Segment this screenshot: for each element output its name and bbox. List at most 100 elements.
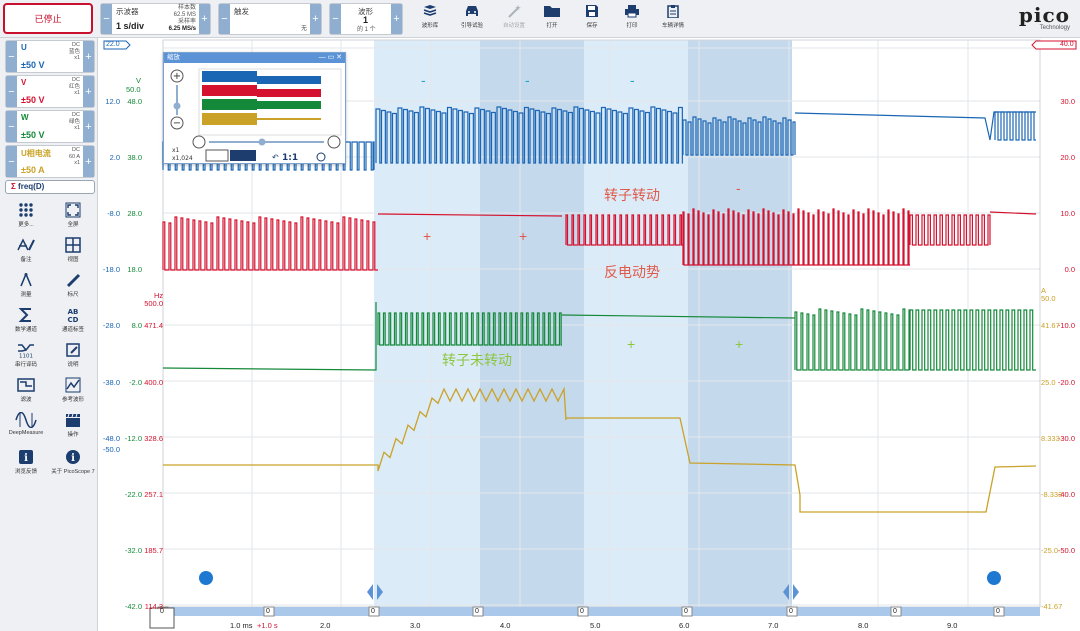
ruler-zero-marker[interactable] <box>890 606 902 617</box>
zoom-h-in-icon[interactable] <box>327 135 341 149</box>
open-button[interactable]: 打开 <box>532 4 572 34</box>
print-button[interactable]: 打印 <box>612 4 652 34</box>
zoom-h-out-icon[interactable] <box>192 135 206 149</box>
time-origin-box[interactable] <box>149 607 175 629</box>
tool-more-label: 更多... <box>18 222 34 228</box>
zoom-hslider-handle[interactable] <box>258 138 266 146</box>
channel-w-range[interactable]: ±50 V <box>21 130 45 140</box>
tool-serial[interactable]: 1101 串行译码 <box>3 342 49 376</box>
tool-actions[interactable]: 操作 <box>50 412 96 446</box>
ruler-zero-marker[interactable] <box>681 606 693 617</box>
scope-title: 示波器 <box>116 7 139 16</box>
zoom-tool-magnify-icon[interactable] <box>205 149 229 162</box>
ruler-zero-marker[interactable] <box>577 606 589 617</box>
channel-current-minus[interactable]: − <box>6 146 17 177</box>
channel-v-range[interactable]: ±50 V <box>21 95 45 105</box>
scope-group: − 示波器 1 s/div 样本数 62.5 MS 采样率 6.25 MS/s … <box>100 3 211 35</box>
scroll-right-icon[interactable] <box>987 571 1001 585</box>
channel-v[interactable]: − V DC 红色 x1 ±50 V + <box>5 75 95 108</box>
channel-w-minus[interactable]: − <box>6 111 17 142</box>
tool-feedback[interactable]: i 浏览反馈 <box>3 449 49 483</box>
zoom-in-icon[interactable] <box>170 69 184 83</box>
tool-deepmeasure[interactable]: DeepMeasure <box>3 412 49 446</box>
trigger-plus[interactable]: + <box>310 4 321 34</box>
trigger-mode[interactable]: 无 <box>300 26 307 32</box>
zoom-out-icon[interactable] <box>170 116 184 130</box>
ruler-zero-marker[interactable] <box>368 606 380 617</box>
ruler-zero-marker[interactable] <box>263 606 275 617</box>
channel-current-plus[interactable]: + <box>83 146 94 177</box>
view-icon <box>65 237 81 253</box>
timebase-plus[interactable]: + <box>199 4 210 34</box>
scroll-left-icon[interactable] <box>199 571 213 585</box>
channel-u-plus[interactable]: + <box>83 41 94 72</box>
tool-note[interactable]: 说明 <box>50 342 96 376</box>
tool-math[interactable]: 数学通道 <box>3 307 49 341</box>
zoom-info-icon[interactable] <box>316 152 326 162</box>
undo-zoom-icon[interactable]: ↶ <box>271 153 279 162</box>
svg-text:i: i <box>24 453 28 464</box>
channel-u-range[interactable]: ±50 V <box>21 60 45 70</box>
tool-view[interactable]: 视图 <box>50 237 96 271</box>
ruler-zero-marker[interactable] <box>786 606 798 617</box>
timebase-value[interactable]: 1 s/div <box>116 21 145 31</box>
ruler-handle-left-icon[interactable] <box>783 584 789 600</box>
tool-filter[interactable]: 滤波 <box>3 377 49 411</box>
ruler-zero-marker[interactable] <box>472 606 484 617</box>
stop-button[interactable]: 已停止 <box>3 3 93 34</box>
ruler-handle-left-icon[interactable] <box>367 584 373 600</box>
channel-w[interactable]: − W DC 绿色 x1 ±50 V + <box>5 110 95 143</box>
vehicle-details-label: 车辆详情 <box>661 23 684 29</box>
tool-view-label: 视图 <box>67 257 79 263</box>
tool-reference[interactable]: 参考波形 <box>50 377 96 411</box>
zoom-vslider-handle[interactable] <box>173 102 181 110</box>
ruler-handle-right-icon[interactable] <box>793 584 799 600</box>
tool-ruler[interactable]: 标尺 <box>50 272 96 306</box>
zoom-x-scale: x1 <box>172 147 180 154</box>
tool-more[interactable]: 更多... <box>3 202 49 236</box>
print-label: 打印 <box>626 23 638 29</box>
trigger-minus[interactable]: − <box>219 4 230 34</box>
channel-v-trace <box>377 213 563 217</box>
zoom-overview-window[interactable]: 缩放 — ▭ ✕ + − x1 x1,024 ↶ 1:1 <box>163 52 346 164</box>
window-controls[interactable]: — ▭ ✕ <box>318 54 342 61</box>
svg-text:AB: AB <box>68 308 79 316</box>
tool-labels[interactable]: AB CD 通道标签 <box>50 307 96 341</box>
tool-fullscreen[interactable]: 全屏 <box>50 202 96 236</box>
channel-u-minus[interactable]: − <box>6 41 17 72</box>
timebase-minus[interactable]: − <box>101 4 112 34</box>
oscilloscope-view[interactable] <box>100 38 1080 631</box>
vehicle-details-button[interactable]: 车辆详情 <box>653 4 693 34</box>
ruler-handle-right-icon[interactable] <box>377 584 383 600</box>
waveform-canvas[interactable] <box>100 38 1080 631</box>
channel-current-range[interactable]: ±50 A <box>21 165 45 175</box>
time-ruler-bar[interactable] <box>163 607 1040 616</box>
ruler-zero-marker[interactable] <box>993 606 1005 617</box>
tool-notes[interactable]: 备注 <box>3 237 49 271</box>
math-channel-freq[interactable]: Σ freq(D) <box>5 180 95 194</box>
channel-v-minus[interactable]: − <box>6 76 17 107</box>
samples-value: 62.5 MS <box>173 12 196 18</box>
zoom-ratio[interactable]: 1:1 <box>282 153 298 163</box>
zoom-tool-hand-icon[interactable] <box>230 150 256 161</box>
left-scale-badge[interactable] <box>103 40 131 50</box>
trigger-group: − 触发 无 + <box>218 3 322 35</box>
pico-logo: pico Technology <box>995 3 1070 37</box>
right-scale-badge[interactable] <box>1031 40 1077 50</box>
waveform-plus[interactable]: + <box>391 4 402 34</box>
channel-v-trace <box>565 214 683 246</box>
tool-measure[interactable]: 测量 <box>3 272 49 306</box>
waveform-minus[interactable]: − <box>330 4 341 34</box>
library-button[interactable]: 波形库 <box>410 4 450 34</box>
channel-u[interactable]: − U DC 蓝色 x1 ±50 V + <box>5 40 95 73</box>
channel-v-plus[interactable]: + <box>83 76 94 107</box>
zoom-window-title[interactable]: 缩放 — ▭ ✕ <box>164 53 345 63</box>
tool-about[interactable]: i 关于 PicoScope 7 <box>50 449 96 483</box>
guided-test-button[interactable]: 引导试验 <box>452 4 492 34</box>
tool-deepmeasure-label: DeepMeasure <box>8 430 44 436</box>
channel-w-plus[interactable]: + <box>83 111 94 142</box>
auto-setup-button[interactable]: 自动设置 <box>494 4 534 34</box>
save-button[interactable]: 保存 <box>572 4 612 34</box>
